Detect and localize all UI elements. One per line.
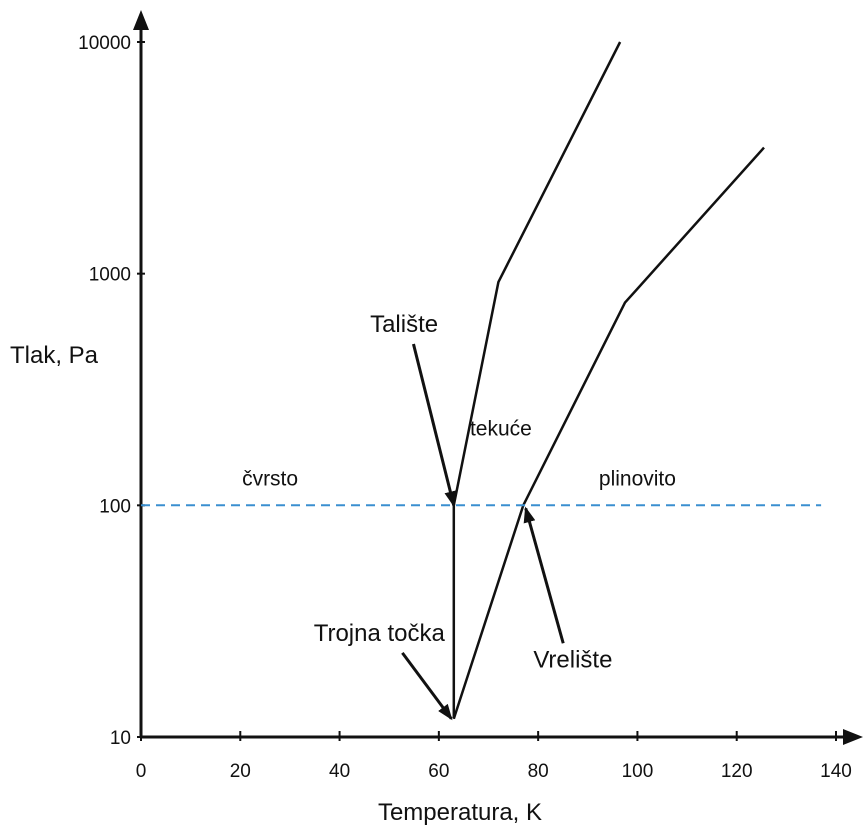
chart-series xyxy=(141,41,822,720)
phase-region-label: čvrsto xyxy=(242,467,298,490)
region-labels: čvrsto tekuće plinovito xyxy=(242,418,676,491)
x-axis-arrow xyxy=(843,729,863,745)
annotation-arrow xyxy=(401,651,453,721)
annotation-arrow xyxy=(523,506,565,644)
x-tick-label: 120 xyxy=(721,761,753,782)
x-tick-label: 80 xyxy=(528,761,549,782)
y-tick-label: 10000 xyxy=(78,33,131,54)
y-axis-arrow xyxy=(133,10,149,30)
point-label: Trojna točka xyxy=(314,620,446,647)
x-tick-label: 20 xyxy=(230,761,251,782)
y-axis-title: Tlak, Pa xyxy=(10,342,99,369)
point-label: Talište xyxy=(370,311,438,338)
x-tick-label: 140 xyxy=(820,761,852,782)
axis-ticks: 0 20 40 60 80 100 120 140 10 100 1000 10000 xyxy=(78,33,852,782)
annotation-arrow xyxy=(412,343,457,508)
y-tick-label: 1000 xyxy=(89,265,131,286)
x-tick-label: 40 xyxy=(329,761,350,782)
point-label: Vrelište xyxy=(533,646,612,673)
phase-region-label: plinovito xyxy=(599,467,676,490)
y-tick-label: 10 xyxy=(110,728,131,749)
phase-boundary-line xyxy=(452,146,765,720)
y-tick-label: 100 xyxy=(99,496,131,517)
x-axis-title: Temperatura, K xyxy=(378,799,542,826)
x-tick-label: 100 xyxy=(622,761,654,782)
point-annotations: Talište Trojna točka Vrelište xyxy=(314,311,612,721)
x-tick-label: 0 xyxy=(136,761,147,782)
phase-boundary-line xyxy=(452,41,622,506)
x-tick-label: 60 xyxy=(428,761,449,782)
phase-region-label: tekuće xyxy=(470,418,532,441)
